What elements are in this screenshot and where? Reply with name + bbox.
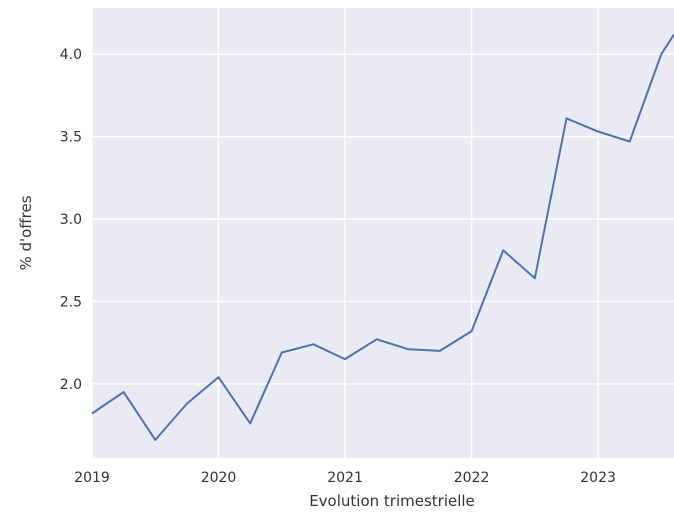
- grid-lines: [91, 8, 674, 458]
- y-axis-label: % d'offres: [17, 195, 35, 270]
- plot-background: [92, 8, 674, 458]
- y-tick-label: 2.0: [60, 377, 82, 393]
- series-line: [91, 33, 674, 441]
- series-group: [91, 33, 674, 441]
- x-tick-label: 2020: [201, 470, 237, 486]
- y-tick-label: 2.5: [60, 294, 82, 310]
- x-tick-label: 2021: [327, 470, 363, 486]
- x-tick-labels: 2019 2020 2021 2022 2023: [74, 470, 616, 486]
- y-tick-label: 4.0: [60, 47, 82, 63]
- x-tick-label: 2022: [454, 470, 490, 486]
- x-tick-label: 2023: [580, 470, 616, 486]
- y-tick-label: 3.5: [60, 130, 82, 146]
- y-tick-labels: 2.0 2.5 3.0 3.5 4.0: [60, 47, 82, 393]
- x-axis-label: Evolution trimestrielle: [309, 492, 475, 510]
- y-tick-label: 3.0: [60, 212, 82, 228]
- x-tick-label: 2019: [74, 470, 110, 486]
